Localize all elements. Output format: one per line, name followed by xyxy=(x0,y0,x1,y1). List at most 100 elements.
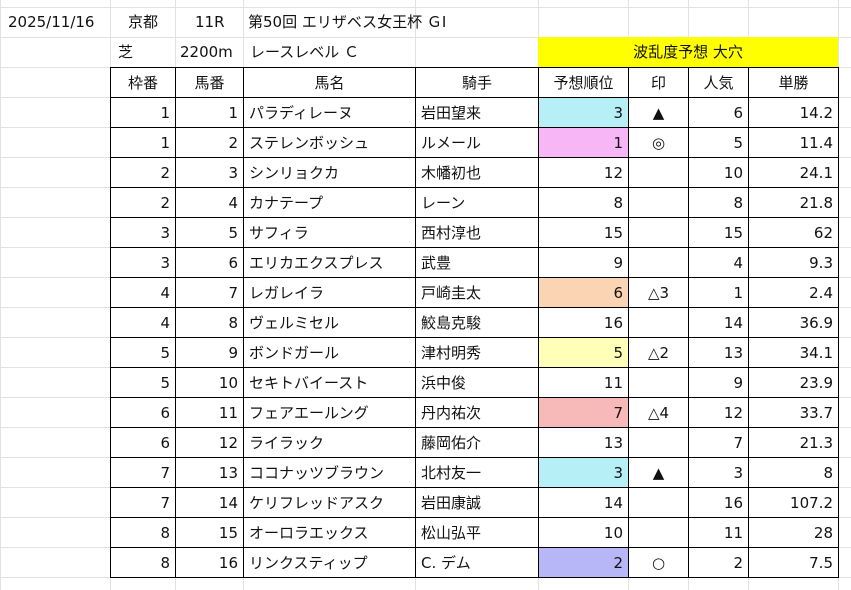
table-cell: 6 xyxy=(175,247,244,278)
table-cell: 6 xyxy=(110,397,176,428)
table-cell: 23.9 xyxy=(748,367,839,398)
table-cell: 2 xyxy=(110,157,176,188)
column-header: 人気 xyxy=(688,67,749,98)
table-cell: 12 xyxy=(175,427,244,458)
table-cell: 10 xyxy=(538,517,629,548)
race: 11R xyxy=(195,13,225,31)
table-cell: 藤岡佑介 xyxy=(415,427,539,458)
table-cell: 1 xyxy=(110,127,176,158)
table-cell: 7 xyxy=(110,457,176,488)
table-cell: 8 xyxy=(110,517,176,548)
table-cell: 丹内祐次 xyxy=(415,397,539,428)
table-cell: ココナッツブラウン xyxy=(243,457,416,488)
distance: 2200m xyxy=(180,43,233,61)
table-cell: 16 xyxy=(688,487,749,518)
column-header: 枠番 xyxy=(110,67,176,98)
table-cell: 12 xyxy=(538,157,629,188)
table-cell: 2 xyxy=(175,127,244,158)
column-header: 印 xyxy=(628,67,689,98)
table-cell: 5 xyxy=(110,367,176,398)
table-cell: 9 xyxy=(175,337,244,368)
table-cell: 33.7 xyxy=(748,397,839,428)
table-cell: 21.3 xyxy=(748,427,839,458)
table-cell: 14 xyxy=(175,487,244,518)
table-cell: 11 xyxy=(688,517,749,548)
table-cell: 7 xyxy=(110,487,176,518)
table-cell: ライラック xyxy=(243,427,416,458)
table-cell: リンクスティップ xyxy=(243,547,416,578)
table-cell: レガレイラ xyxy=(243,277,416,308)
table-cell: 3 xyxy=(538,97,629,128)
table-cell: 7.5 xyxy=(748,547,839,578)
table-cell xyxy=(628,157,689,188)
table-cell: 1 xyxy=(688,277,749,308)
table-cell: 7 xyxy=(538,397,629,428)
column-header: 馬番 xyxy=(175,67,244,98)
table-cell: サフィラ xyxy=(243,217,416,248)
table-cell: 4 xyxy=(110,307,176,338)
table-cell: ステレンボッシュ xyxy=(243,127,416,158)
table-cell: 14 xyxy=(688,307,749,338)
grid-line xyxy=(0,0,1,590)
table-cell: 8 xyxy=(538,187,629,218)
table-cell: △2 xyxy=(628,337,689,368)
table-cell: 4 xyxy=(175,187,244,218)
table-cell: 8 xyxy=(688,187,749,218)
table-cell: 3 xyxy=(175,157,244,188)
table-cell: ▲ xyxy=(628,457,689,488)
table-cell xyxy=(628,487,689,518)
table-cell: 北村友一 xyxy=(415,457,539,488)
table-cell xyxy=(628,217,689,248)
table-cell: 10 xyxy=(688,157,749,188)
table-cell: 107.2 xyxy=(748,487,839,518)
table-cell: 13 xyxy=(688,337,749,368)
table-cell: フェアエールング xyxy=(243,397,416,428)
table-cell: C. デム xyxy=(415,547,539,578)
table-cell: 3 xyxy=(110,247,176,278)
table-cell: ◎ xyxy=(628,127,689,158)
table-cell: 14.2 xyxy=(748,97,839,128)
race-title: 第50回 エリザベス女王杯 ＧⅠ xyxy=(248,13,447,31)
table-cell: 16 xyxy=(538,307,629,338)
table-cell: 8 xyxy=(175,307,244,338)
venue: 京都 xyxy=(128,13,159,31)
table-cell: 7 xyxy=(175,277,244,308)
table-cell: ヴェルミセル xyxy=(243,307,416,338)
table-cell: 岩田康誠 xyxy=(415,487,539,518)
table-cell: 5 xyxy=(110,337,176,368)
table-cell: ▲ xyxy=(628,97,689,128)
table-cell xyxy=(628,427,689,458)
table-cell xyxy=(628,247,689,278)
table-cell: 13 xyxy=(538,427,629,458)
table-cell: △4 xyxy=(628,397,689,428)
table-cell: レーン xyxy=(415,187,539,218)
grid-line xyxy=(0,7,851,8)
table-cell: 2 xyxy=(688,547,749,578)
table-cell: 10 xyxy=(175,367,244,398)
table-cell: シンリョクカ xyxy=(243,157,416,188)
table-cell: 28 xyxy=(748,517,839,548)
table-cell: 15 xyxy=(538,217,629,248)
table-cell: 武豊 xyxy=(415,247,539,278)
table-cell: 岩田望来 xyxy=(415,97,539,128)
table-cell: 2.4 xyxy=(748,277,839,308)
table-cell: ケリフレッドアスク xyxy=(243,487,416,518)
table-cell: 3 xyxy=(688,457,749,488)
table-cell: 5 xyxy=(688,127,749,158)
table-cell xyxy=(628,517,689,548)
table-cell: 4 xyxy=(688,247,749,278)
table-cell: 5 xyxy=(538,337,629,368)
column-header: 単勝 xyxy=(748,67,839,98)
column-header: 予想順位 xyxy=(538,67,629,98)
table-cell: 62 xyxy=(748,217,839,248)
table-cell: ボンドガール xyxy=(243,337,416,368)
table-cell: 11 xyxy=(538,367,629,398)
table-cell: 21.8 xyxy=(748,187,839,218)
table-cell: 鮫島克駿 xyxy=(415,307,539,338)
table-cell xyxy=(628,187,689,218)
table-cell: 14 xyxy=(538,487,629,518)
table-cell: 15 xyxy=(688,217,749,248)
table-cell: 6 xyxy=(110,427,176,458)
table-cell: カナテープ xyxy=(243,187,416,218)
